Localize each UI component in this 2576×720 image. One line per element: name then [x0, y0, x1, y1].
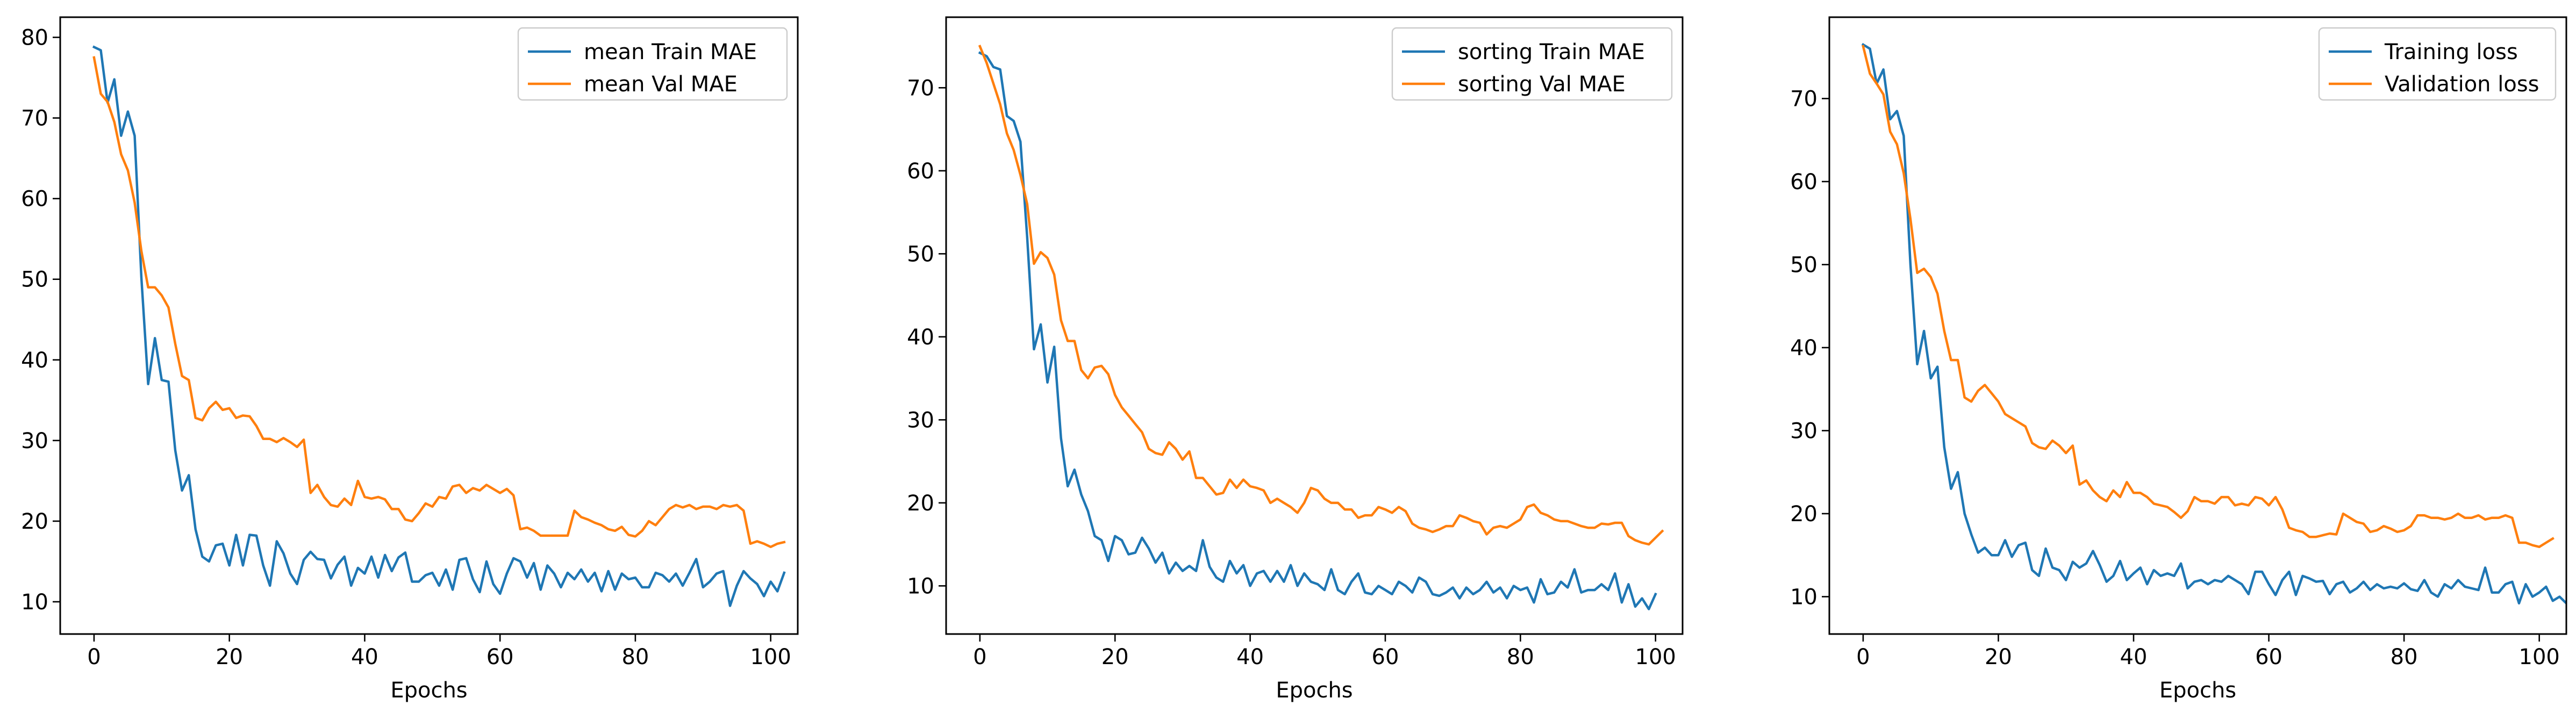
- chart-panel-3: 0 20 40 60 80 100 10 20 30 40 50 60 70 Epochs Training…: [1790, 16, 2567, 703]
- chart-panel-1: 0 20 40 60 80 100 10 20 30 40 50 60 70 80 Epochs mean T…: [21, 16, 799, 703]
- chart-panel-2: 0 20 40 60 80 100 10 20 30 40 50 60 70 Epochs sorting …: [907, 16, 1684, 703]
- legend: sorting Train MAE sorting Val MAE: [1391, 27, 1673, 101]
- y-tick-label: 80: [21, 26, 48, 51]
- y-tick-label: 60: [907, 159, 934, 184]
- x-axis-title: Epochs: [390, 678, 467, 703]
- legend-frame: [1391, 27, 1673, 101]
- y-tick-label: 30: [1790, 419, 1817, 443]
- x-tick-label: 40: [351, 645, 378, 669]
- x-tick-label: 0: [973, 645, 986, 669]
- legend-frame: [2318, 27, 2557, 101]
- legend: Training loss Validation loss: [2318, 27, 2557, 101]
- x-tick-label: 40: [1236, 645, 1264, 669]
- x-tick-label: 40: [2120, 645, 2148, 669]
- x-tick-label: 60: [486, 645, 514, 669]
- legend-frame: [517, 27, 788, 101]
- x-tick-label: 0: [1856, 645, 1870, 669]
- y-tick-label: 40: [907, 325, 934, 350]
- legend-label-2: mean Val MAE: [584, 72, 738, 97]
- x-tick-label: 100: [1635, 645, 1676, 669]
- y-tick-label: 50: [21, 268, 48, 292]
- plot-frame: [59, 16, 799, 635]
- x-tick-label: 60: [1372, 645, 1399, 669]
- y-tick-label: 10: [1790, 585, 1817, 609]
- series-line-2: [92, 56, 786, 549]
- x-tick-label: 0: [87, 645, 101, 669]
- y-tick-label: 20: [21, 509, 48, 534]
- y-tick-label: 10: [907, 574, 934, 599]
- series-line-2: [1862, 45, 2554, 549]
- legend-label-1: sorting Train MAE: [1458, 40, 1645, 64]
- y-tick-label: 30: [21, 429, 48, 453]
- x-axis-title: Epochs: [1276, 678, 1353, 703]
- y-tick-label: 50: [907, 242, 934, 267]
- legend-label-2: sorting Val MAE: [1458, 72, 1626, 97]
- y-tick-label: 10: [21, 590, 48, 615]
- y-tick-label: 70: [1790, 87, 1817, 111]
- x-tick-label: 20: [1985, 645, 2012, 669]
- x-tick-label: 100: [750, 645, 791, 669]
- y-tick-label: 70: [21, 106, 48, 131]
- x-tick-label: 80: [621, 645, 649, 669]
- x-tick-label: 80: [2391, 645, 2418, 669]
- x-tick-label: 20: [216, 645, 243, 669]
- y-tick-label: 20: [1790, 502, 1817, 527]
- legend-label-2: Validation loss: [2385, 72, 2539, 97]
- x-tick-label: 80: [1507, 645, 1534, 669]
- y-tick-label: 50: [1790, 253, 1817, 277]
- y-tick-label: 70: [907, 76, 934, 100]
- plot-frame: [1828, 16, 2567, 635]
- series-line-2: [978, 45, 1664, 546]
- y-tick-label: 30: [907, 408, 934, 433]
- x-tick-label: 20: [1101, 645, 1129, 669]
- x-axis-title: Epochs: [2159, 678, 2236, 703]
- y-tick-label: 20: [907, 491, 934, 516]
- series-line-1: [1861, 42, 2566, 605]
- y-tick-label: 60: [21, 187, 48, 212]
- plot-frame: [945, 16, 1684, 635]
- y-tick-label: 40: [1790, 336, 1817, 361]
- legend: mean Train MAE mean Val MAE: [517, 27, 788, 101]
- legend-label-1: Training loss: [2384, 40, 2518, 64]
- x-tick-label: 60: [2255, 645, 2282, 669]
- x-tick-label: 100: [2519, 645, 2560, 669]
- legend-label-1: mean Train MAE: [584, 40, 757, 64]
- series-line-1: [92, 45, 786, 607]
- series-line-1: [978, 51, 1657, 610]
- y-tick-label: 40: [21, 348, 48, 373]
- y-tick-label: 60: [1790, 170, 1817, 195]
